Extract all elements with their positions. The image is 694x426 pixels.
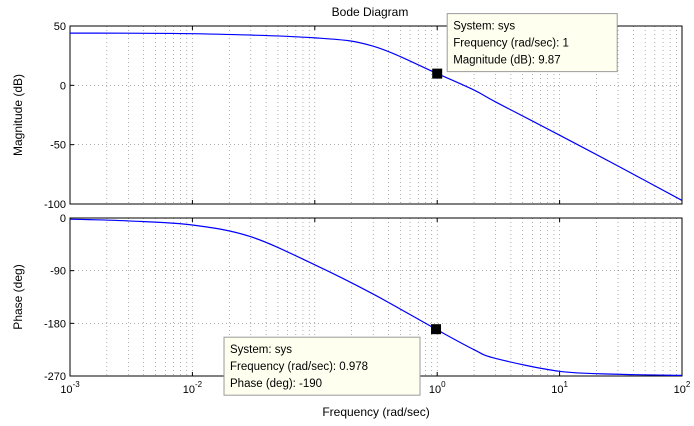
phase-datatip-text: Phase (deg): -190: [230, 378, 322, 390]
x-tick-label: 10-3: [60, 380, 80, 396]
phase-datatip[interactable]: System: sys Frequency (rad/sec): 0.978 Pha…: [223, 324, 442, 396]
phase-datatip-box: [223, 336, 421, 396]
magnitude-series-line: [69, 32, 683, 201]
x-tick-label: 100: [429, 380, 446, 396]
magnitude-plot-border: [69, 25, 683, 205]
x-tick-label: 10-2: [183, 380, 203, 396]
phase-datatip-text: Frequency (rad/sec): 0.978: [230, 361, 368, 373]
chart-title: Bode Diagram: [332, 5, 409, 19]
y-tick-label: 0: [60, 80, 66, 92]
magnitude-datatip[interactable]: System: sys Frequency (rad/sec): 1 Magnitu…: [432, 13, 618, 79]
magnitude-datatip-box: [446, 13, 618, 73]
phase-series-line: [69, 218, 683, 377]
magnitude-datatip-marker[interactable]: [432, 68, 443, 79]
magnitude-datatip-text: Magnitude (dB): 9.87: [453, 55, 560, 67]
phase-datatip-marker[interactable]: [431, 324, 442, 335]
y-tick-label: 0: [60, 213, 66, 225]
y-tick-label: -180: [44, 318, 66, 330]
magnitude-datatip-text: Frequency (rad/sec): 1: [453, 38, 569, 50]
magnitude-datatip-text: System: sys: [453, 21, 515, 33]
x-tick-label: 102: [674, 380, 691, 396]
data-tips[interactable]: System: sys Frequency (rad/sec): 1 Magnitu…: [223, 13, 618, 396]
y-tick-label: -100: [44, 199, 66, 211]
phase-datatip-text: System: sys: [230, 344, 292, 356]
magnitude-y-ticks: 50 0 -50 -100: [44, 21, 74, 211]
x-axis-label: Frequency (rad/sec): [322, 405, 429, 419]
phase-y-ticks: 0 -90 -180 -270: [44, 213, 74, 383]
y-tick-label: 50: [54, 21, 66, 33]
y-tick-label: -50: [50, 140, 66, 152]
x-tick-label: 101: [551, 380, 568, 396]
magnitude-y-axis-label: Magnitude (dB): [11, 74, 25, 156]
y-tick-label: -90: [50, 266, 66, 278]
phase-y-axis-label: Phase (deg): [11, 264, 25, 329]
y-tick-label: -270: [44, 371, 66, 383]
